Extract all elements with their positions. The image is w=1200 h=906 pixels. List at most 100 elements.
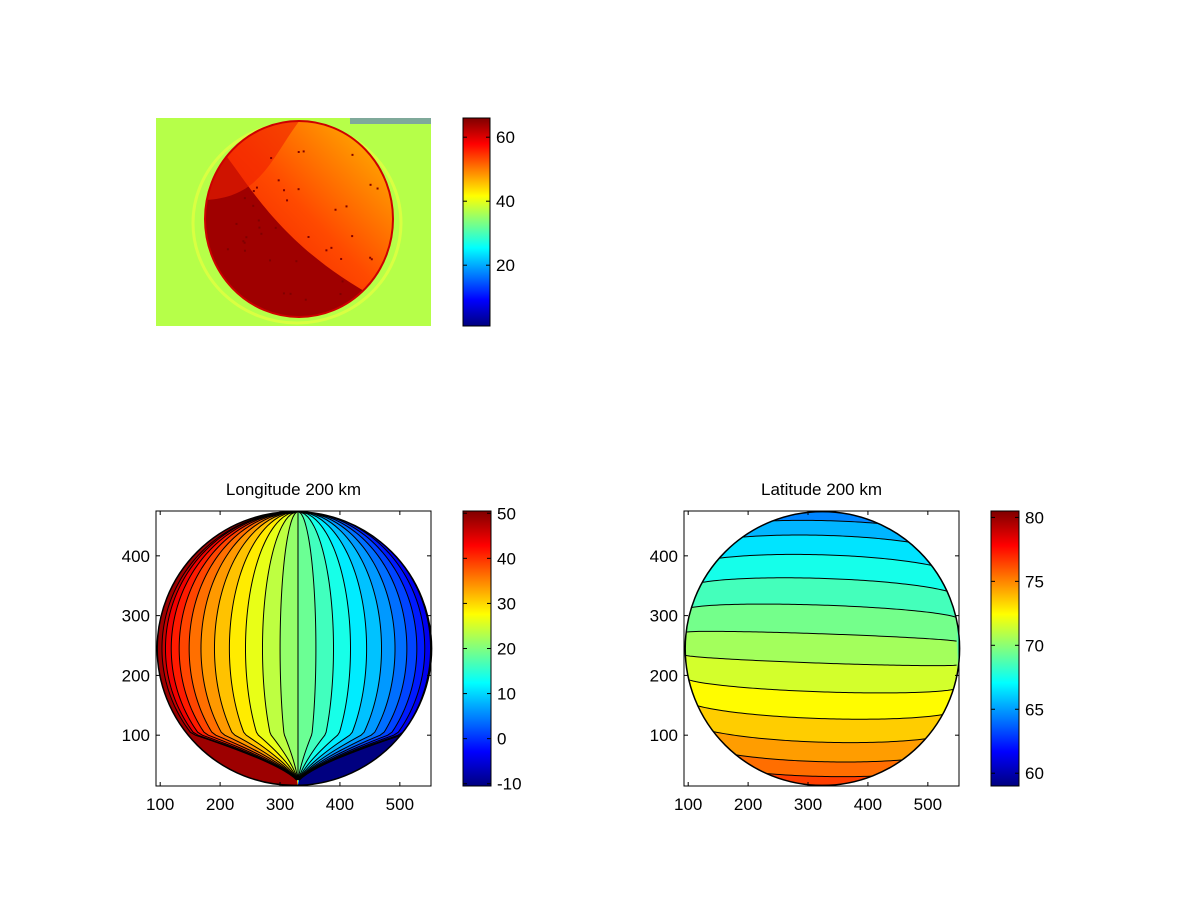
contour-line: [685, 654, 957, 667]
speckle: [282, 292, 285, 295]
speckle: [297, 150, 300, 153]
speckle: [330, 246, 333, 249]
contour-line: [685, 553, 957, 575]
speckle: [245, 236, 248, 239]
colorbar-tick-label: 40: [496, 192, 515, 211]
x-tick-label: 400: [326, 795, 354, 814]
colorbar-tick-label: 60: [496, 128, 515, 147]
colorbar-tick-label: 70: [1025, 636, 1044, 655]
speckle: [252, 204, 255, 207]
disk-edge: [156, 510, 433, 787]
speckle: [243, 197, 246, 200]
axes-box: [683, 510, 960, 787]
y-tick-label: 400: [650, 547, 678, 566]
speckle: [307, 236, 310, 239]
speckle: [269, 259, 272, 262]
speckle: [369, 256, 372, 259]
contour-fill: [157, 511, 432, 786]
timestamp-overlay: [350, 118, 431, 124]
contour-line: [213, 511, 299, 781]
contour-line: [161, 511, 299, 781]
speckle: [351, 235, 354, 238]
contour-line: [244, 511, 299, 781]
speckle: [277, 179, 280, 182]
y-tick-label: 300: [122, 607, 150, 626]
colorbar: [990, 510, 1020, 787]
colorbar-tick-label: 0: [497, 730, 506, 749]
plot-title: Longitude 200 km: [226, 480, 361, 499]
y-tick-label: 400: [122, 547, 150, 566]
speckle: [340, 257, 343, 260]
contour-line: [685, 603, 957, 618]
speckle: [274, 226, 277, 229]
speckle: [286, 199, 289, 202]
speckle: [258, 226, 261, 229]
colorbar-tick-label: 75: [1025, 572, 1044, 591]
contour-line: [261, 511, 299, 781]
speckle: [295, 260, 298, 263]
speckle: [252, 190, 255, 193]
speckle: [243, 249, 246, 252]
x-tick-label: 100: [674, 795, 702, 814]
colorbar-tick-label: -10: [497, 775, 522, 794]
contour-line: [178, 511, 299, 781]
plot-title: Latitude 200 km: [761, 480, 882, 499]
speckle: [243, 241, 246, 244]
speckle: [226, 248, 229, 251]
contour-line: [685, 630, 957, 642]
colorbar-tick-label: 20: [497, 640, 516, 659]
contour-line: [297, 511, 351, 781]
contour-line: [297, 511, 383, 781]
speckle: [304, 298, 307, 301]
colorbar-tick-label: 80: [1025, 508, 1044, 527]
contour-line: [297, 511, 396, 781]
image-plot: 20 40 60: [156, 117, 515, 327]
contour-line: [685, 698, 957, 720]
contour-line: [685, 718, 957, 744]
contour-line: [297, 511, 418, 781]
colorbar: [462, 117, 491, 327]
colorbar-tick-label: 20: [496, 256, 515, 275]
colorbar-tick-label: 60: [1025, 764, 1044, 783]
contour-line: [297, 511, 426, 781]
x-tick-label: 200: [206, 795, 234, 814]
contour-line: [685, 676, 957, 694]
x-tick-label: 500: [914, 795, 942, 814]
colorbar-tick-label: 30: [497, 594, 516, 613]
colorbar-tick-label: 10: [497, 685, 516, 704]
speckle: [351, 153, 354, 156]
x-tick-label: 100: [146, 795, 174, 814]
y-tick-label: 200: [650, 666, 678, 685]
x-tick-label: 200: [734, 795, 762, 814]
colorbar-tick-label: 50: [497, 504, 516, 523]
disk-edge: [204, 120, 394, 318]
disk-edge: [684, 510, 961, 787]
latitude-contour-plot: Latitude 200 km 100 200 300 400 500 100 200 300 4…: [650, 480, 1044, 814]
speckle: [325, 249, 328, 252]
contour-line: [685, 577, 957, 596]
speckle: [260, 232, 263, 235]
colorbar-tick-label: 65: [1025, 700, 1044, 719]
contour-line: [170, 511, 299, 781]
speckle: [283, 189, 286, 192]
speckle: [270, 157, 273, 160]
axes-box: [155, 510, 432, 787]
y-tick-label: 100: [650, 726, 678, 745]
contour-line: [297, 511, 408, 781]
speckle: [376, 187, 379, 190]
x-tick-label: 500: [386, 795, 414, 814]
speckle: [297, 188, 300, 191]
contour-line: [188, 511, 299, 781]
contour-line: [200, 511, 299, 781]
speckle: [369, 183, 372, 186]
speckle: [341, 280, 344, 283]
y-tick-label: 200: [122, 666, 150, 685]
contour-line: [164, 511, 299, 781]
speckle: [242, 240, 245, 243]
contour-line: [279, 511, 299, 781]
x-tick-label: 300: [794, 795, 822, 814]
speckle: [302, 150, 305, 153]
contour-line: [297, 511, 317, 781]
